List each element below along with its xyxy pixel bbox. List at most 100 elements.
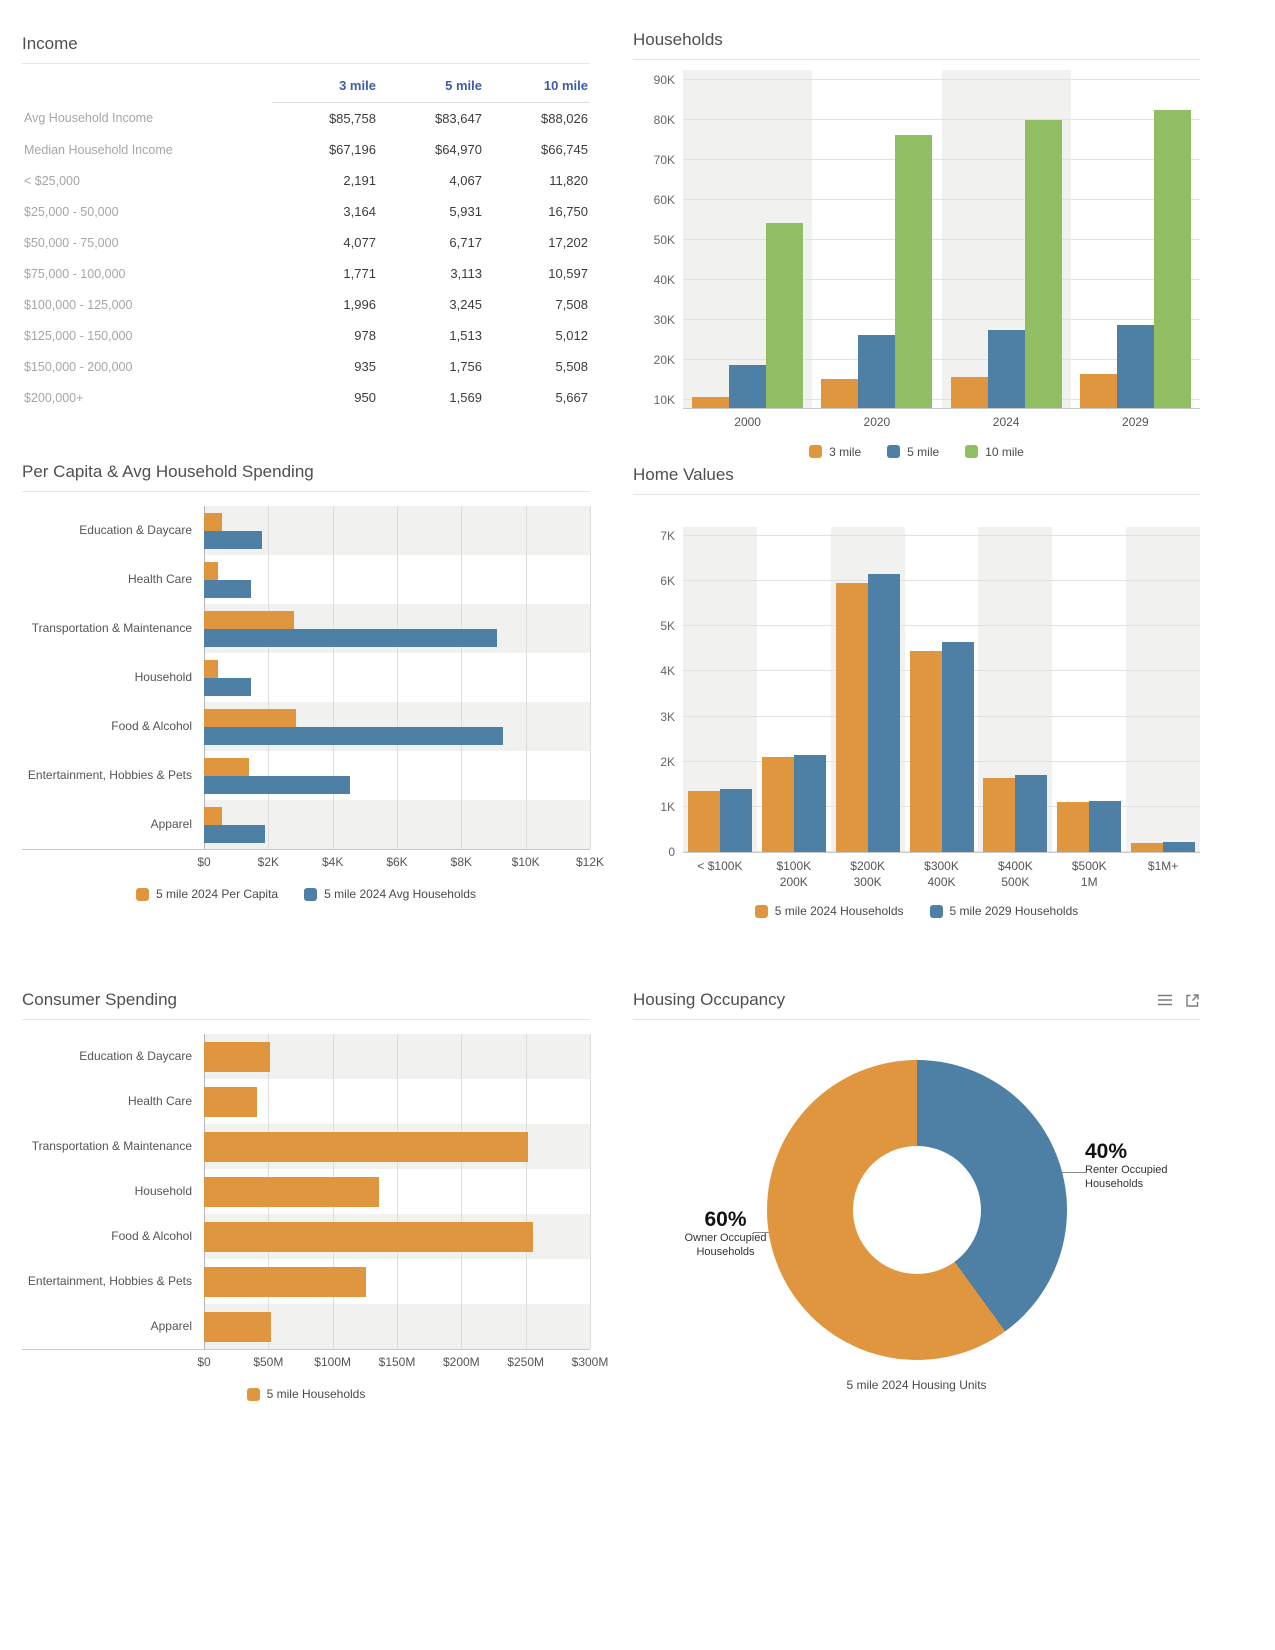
bar-5-mile-2029-households-100k[interactable] bbox=[719, 788, 752, 852]
bar-5-mile-households-food-alcohol[interactable] bbox=[204, 1221, 534, 1252]
bar-5-mile-2024[interactable] bbox=[987, 329, 1025, 408]
bar-5-mile-2029-households-400k-500k[interactable] bbox=[1015, 775, 1048, 852]
bar-5-mile-2024-per-capita-food-alcohol[interactable] bbox=[204, 708, 296, 727]
legend-item-5-mile-households[interactable]: 5 mile Households bbox=[246, 1387, 365, 1401]
home-values-card: Home Values 0 1K 2K 3K 4K 5K 6K 7K < $100K $100K … bbox=[633, 465, 1201, 919]
menu-icon[interactable] bbox=[1157, 993, 1173, 1007]
bar-10-mile-2029[interactable] bbox=[1153, 109, 1191, 408]
bar-chart-consumer: Education & Daycare Health Care Transporta… bbox=[22, 1034, 608, 1401]
bar-5-mile-2000[interactable] bbox=[729, 365, 767, 408]
bar-5-mile-2024-households-100k[interactable] bbox=[687, 791, 720, 852]
donut-hole bbox=[852, 1146, 981, 1274]
bar-groups bbox=[683, 70, 1200, 408]
bar-5-mile-households-household[interactable] bbox=[204, 1176, 379, 1207]
bar-5-mile-2029-households-1m[interactable] bbox=[1163, 842, 1196, 852]
bar-5-mile-2024-households-200k-300k[interactable] bbox=[835, 583, 868, 852]
x-axis-label: $200K 300K bbox=[850, 859, 885, 889]
category-row-transportation-maintenance: Transportation & Maintenance bbox=[22, 1124, 590, 1169]
bar-5-mile-2024-per-capita-health-care[interactable] bbox=[204, 561, 219, 580]
legend-item-5-mile-2024-avg-households[interactable]: 5 mile 2024 Avg Households bbox=[304, 887, 476, 901]
plot-area: Education & Daycare Health Care Transporta… bbox=[22, 1034, 591, 1350]
plot-area: Education & Daycare Health Care Transporta… bbox=[22, 506, 591, 850]
category-label: Entertainment, Hobbies & Pets bbox=[27, 768, 192, 783]
bar-5-mile-2024-households-500k-1m[interactable] bbox=[1057, 802, 1090, 852]
bar-3-mile-2020[interactable] bbox=[821, 378, 859, 408]
income-cell: 5,667 bbox=[555, 390, 588, 405]
gridline bbox=[590, 1034, 591, 1349]
bar-5-mile-2024-avg-households-food-alcohol[interactable] bbox=[204, 726, 504, 745]
legend-item-5-mile-2024-per-capita[interactable]: 5 mile 2024 Per Capita bbox=[136, 887, 278, 901]
bar-5-mile-households-education-daycare[interactable] bbox=[204, 1041, 270, 1072]
bar-3-mile-2029[interactable] bbox=[1079, 374, 1117, 408]
legend-item-5-mile[interactable]: 5 mile bbox=[887, 445, 939, 459]
bar-5-mile-2020[interactable] bbox=[858, 334, 896, 408]
income-row-label: $150,000 - 200,000 bbox=[24, 359, 133, 374]
legend-item-3-mile[interactable]: 3 mile bbox=[809, 445, 861, 459]
bar-5-mile-2029-households-100k-200k[interactable] bbox=[793, 754, 826, 852]
bar-5-mile-2024-avg-households-entertainment-hobbies-pets[interactable] bbox=[204, 775, 351, 794]
bar-5-mile-2024-per-capita-household[interactable] bbox=[204, 659, 219, 678]
x-axis-label: 2029 bbox=[1122, 415, 1149, 429]
bar-5-mile-2024-per-capita-entertainment-hobbies-pets[interactable] bbox=[204, 757, 250, 776]
category-label: Apparel bbox=[150, 817, 192, 832]
donut-chart[interactable] bbox=[766, 1060, 1067, 1360]
income-column-header: 5 mile bbox=[377, 66, 484, 103]
bar-5-mile-2024-households-400k-500k[interactable] bbox=[983, 777, 1016, 852]
bar-5-mile-2024-per-capita-education-daycare[interactable] bbox=[204, 512, 222, 531]
income-cell: $88,026 bbox=[541, 111, 588, 126]
bar-5-mile-2024-avg-households-apparel[interactable] bbox=[204, 824, 266, 843]
bar-5-mile-2024-households-100k-200k[interactable] bbox=[761, 757, 794, 852]
table-row: $125,000 - 150,000 978 1,513 5,012 bbox=[22, 320, 590, 351]
bar-5-mile-2029[interactable] bbox=[1116, 325, 1154, 408]
home-values-chart: 0 1K 2K 3K 4K 5K 6K 7K < $100K $100K 200K $200K 30… bbox=[633, 527, 1201, 919]
bar-5-mile-2029-households-200k-300k[interactable] bbox=[867, 574, 900, 852]
bar-5-mile-households-health-care[interactable] bbox=[204, 1086, 257, 1117]
legend-item-5-mile-2029-households[interactable]: 5 mile 2029 Households bbox=[929, 904, 1079, 919]
income-row-label: $75,000 - 100,000 bbox=[24, 266, 126, 281]
category-label: Transportation & Maintenance bbox=[31, 1139, 192, 1154]
income-cell: 6,717 bbox=[449, 235, 482, 250]
legend-label: 5 mile 2029 Households bbox=[949, 904, 1079, 919]
table-row: $50,000 - 75,000 4,077 6,717 17,202 bbox=[22, 227, 590, 258]
income-row-label: Median Household Income bbox=[24, 142, 173, 157]
legend-label: 5 mile bbox=[907, 444, 940, 459]
y-axis-label: 4K bbox=[660, 664, 675, 679]
bar-group-2000 bbox=[683, 70, 812, 408]
legend-label: 5 mile 2024 Per Capita bbox=[156, 887, 279, 901]
section-title-households: Households bbox=[633, 30, 723, 49]
bar-groups bbox=[683, 527, 1200, 852]
bar-5-mile-households-transportation-maintenance[interactable] bbox=[204, 1131, 529, 1162]
x-axis-label: $200M bbox=[442, 1355, 480, 1369]
bar-10-mile-2024[interactable] bbox=[1024, 120, 1062, 408]
bar-5-mile-2024-avg-households-transportation-maintenance[interactable] bbox=[204, 628, 497, 647]
bar-5-mile-2024-avg-households-education-daycare[interactable] bbox=[204, 530, 262, 549]
category-label: Food & Alcohol bbox=[111, 1229, 192, 1244]
income-cell: 4,077 bbox=[343, 235, 376, 250]
y-axis-label: 90K bbox=[653, 73, 675, 87]
bar-10-mile-2000[interactable] bbox=[766, 222, 804, 408]
bar-5-mile-2029-households-300k-400k[interactable] bbox=[941, 642, 974, 852]
export-icon[interactable] bbox=[1185, 993, 1200, 1008]
bar-group-2029 bbox=[1071, 70, 1200, 408]
bar-10-mile-2020[interactable] bbox=[895, 134, 933, 408]
bar-3-mile-2024[interactable] bbox=[950, 376, 988, 408]
income-row-label: < $25,000 bbox=[24, 173, 80, 188]
category-row-food-alcohol: Food & Alcohol bbox=[22, 1214, 590, 1259]
x-axis-label: $100K 200K bbox=[776, 859, 812, 889]
bar-5-mile-2024-households-1m[interactable] bbox=[1131, 842, 1164, 852]
income-cell: 16,750 bbox=[548, 204, 588, 219]
bar-5-mile-households-entertainment-hobbies-pets[interactable] bbox=[204, 1266, 367, 1297]
bar-5-mile-2024-households-300k-400k[interactable] bbox=[909, 651, 942, 852]
bar-5-mile-2024-per-capita-apparel[interactable] bbox=[204, 806, 223, 825]
bar-5-mile-households-apparel[interactable] bbox=[204, 1311, 271, 1342]
bar-5-mile-2024-avg-households-health-care[interactable] bbox=[204, 579, 251, 598]
bars-area bbox=[204, 653, 590, 702]
legend-item-10-mile[interactable]: 10 mile bbox=[965, 445, 1024, 459]
bar-3-mile-2000[interactable] bbox=[692, 396, 730, 408]
bar-5-mile-2024-per-capita-transportation-maintenance[interactable] bbox=[204, 610, 295, 629]
x-axis-label: < $100K bbox=[697, 859, 743, 873]
bar-5-mile-2024-avg-households-household[interactable] bbox=[204, 677, 251, 696]
bar-5-mile-2029-households-500k-1m[interactable] bbox=[1089, 801, 1122, 852]
category-row-health-care: Health Care bbox=[22, 1079, 590, 1124]
legend-item-5-mile-2024-households[interactable]: 5 mile 2024 Households bbox=[754, 904, 904, 918]
